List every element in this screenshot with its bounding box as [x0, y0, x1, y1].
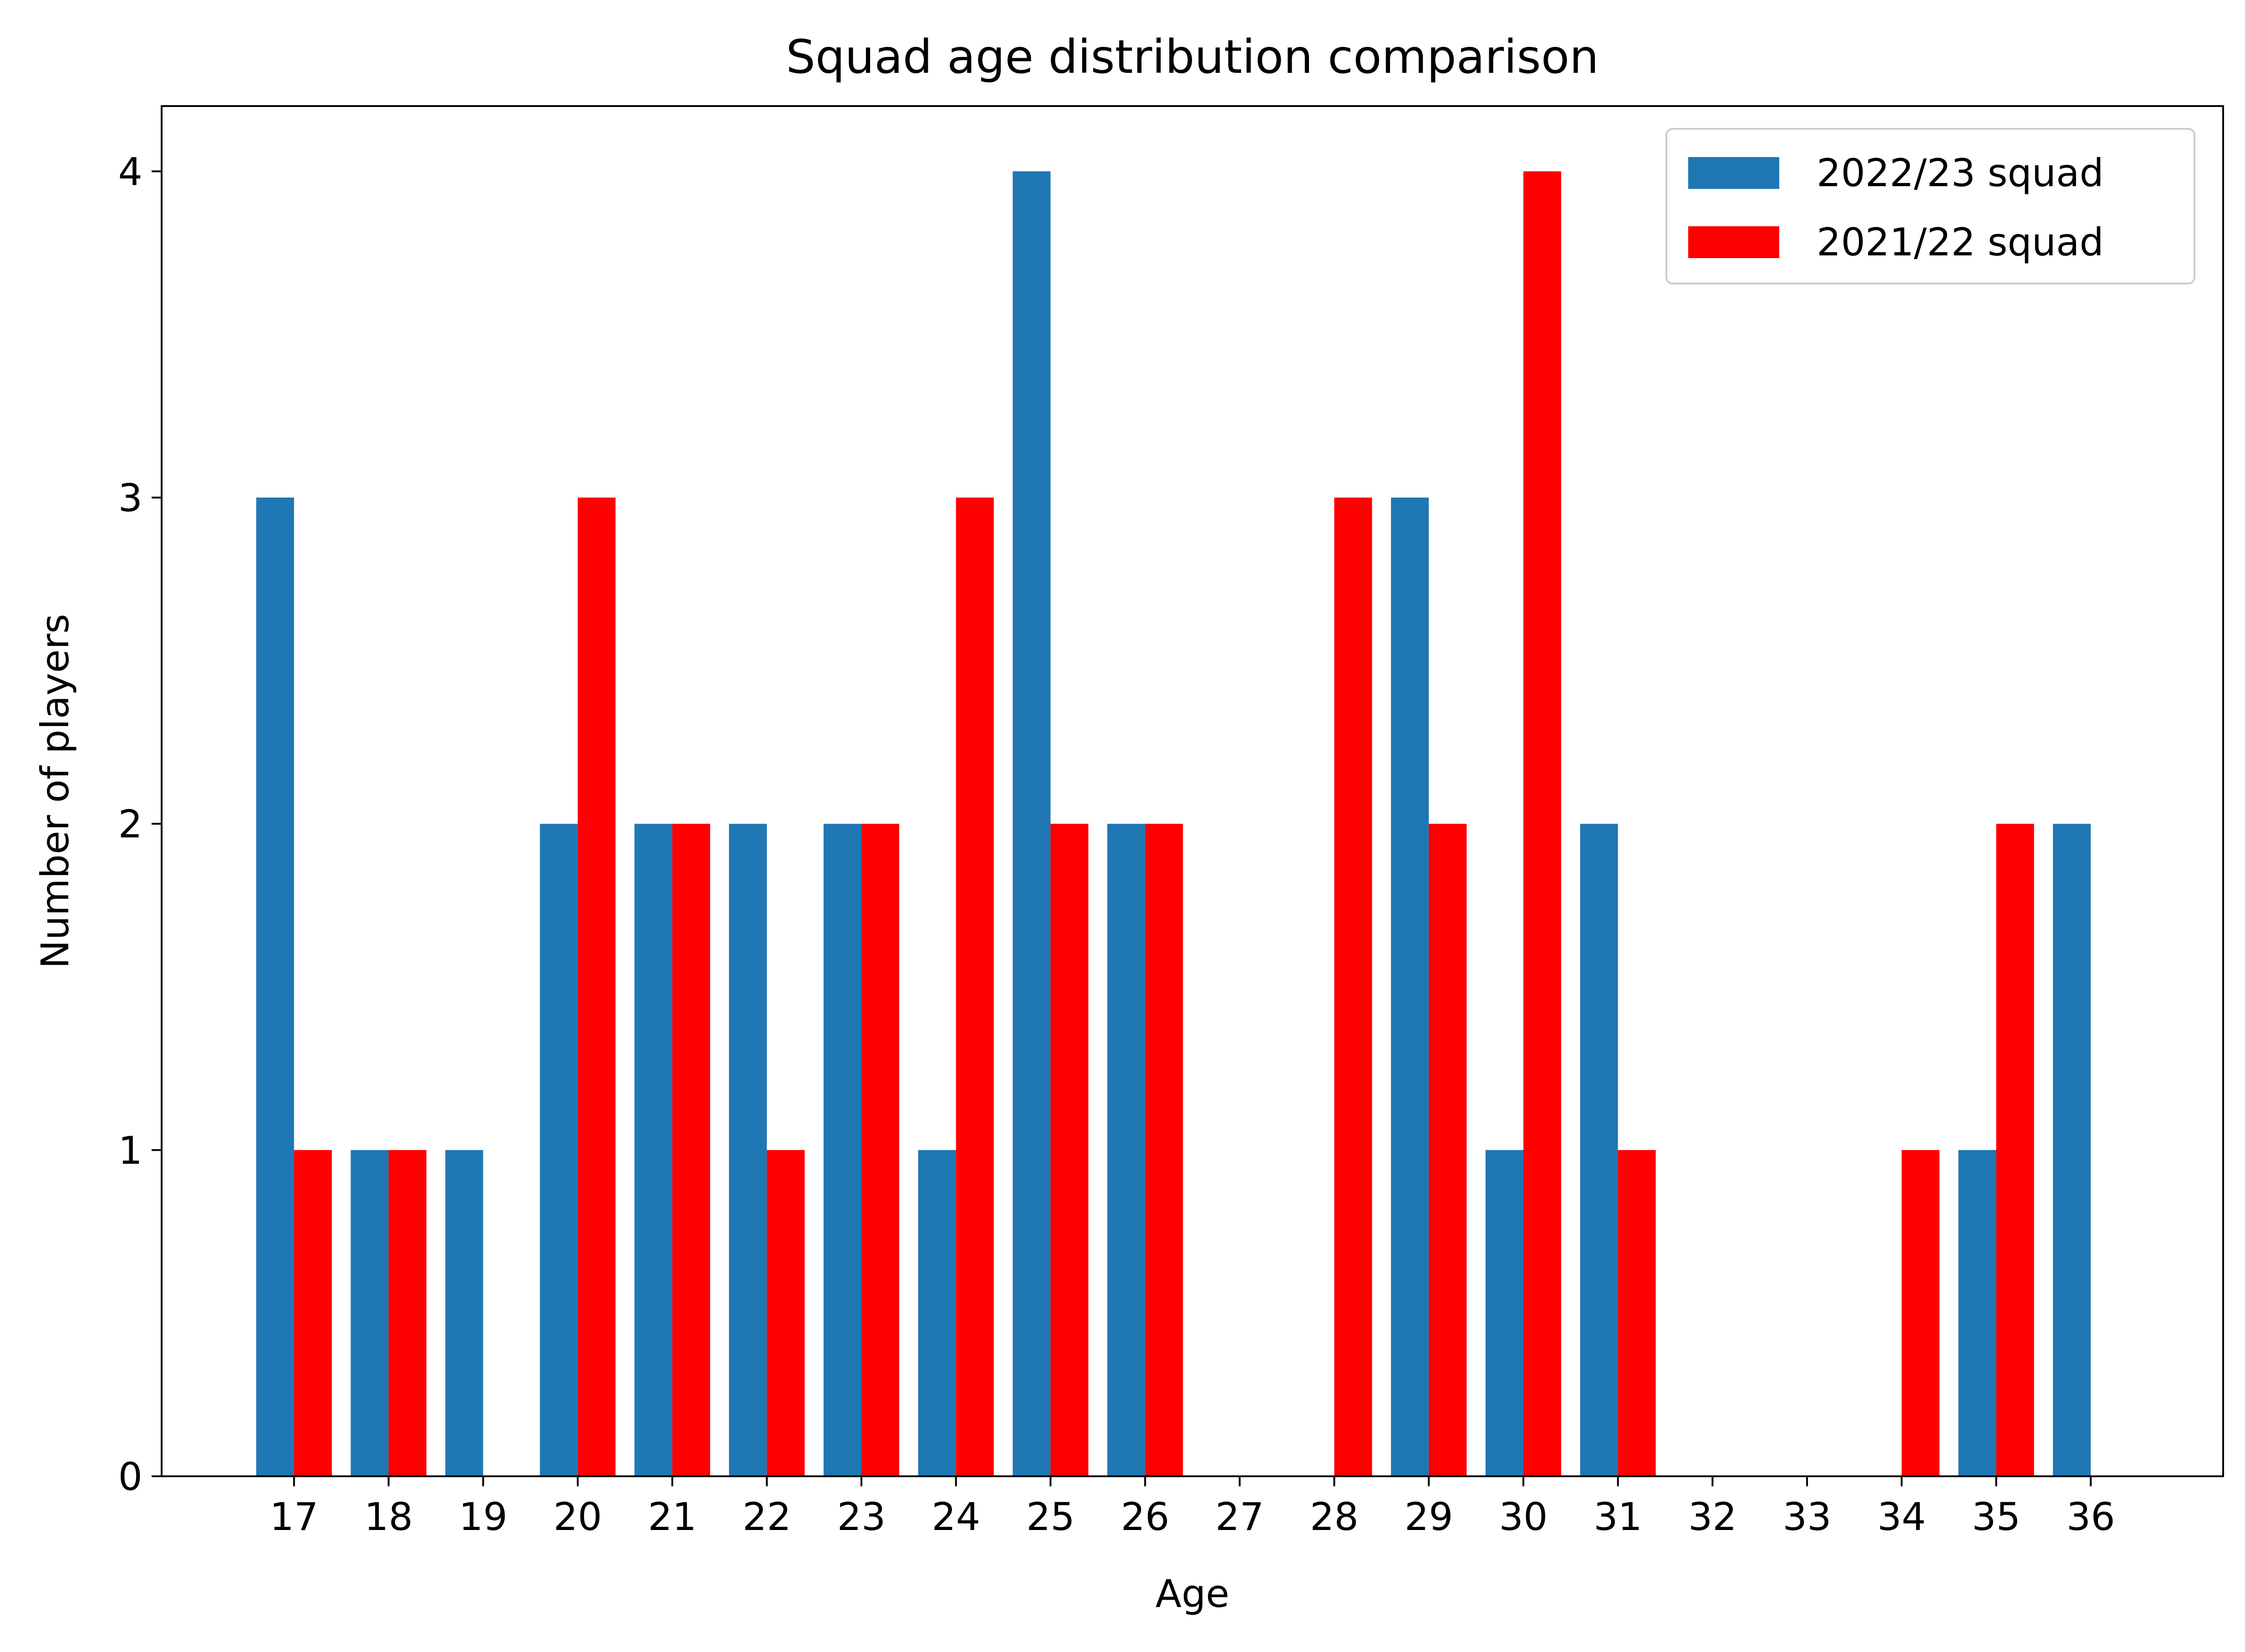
- legend-box: [1665, 128, 2195, 285]
- y-tick-label-0: 0: [118, 1454, 143, 1499]
- bar-series2-22: [767, 1150, 805, 1476]
- legend-swatch-2: [1688, 226, 1779, 258]
- bar-series1-36: [2053, 823, 2091, 1476]
- x-tick-label-28: 28: [1310, 1494, 1359, 1539]
- x-tick-label-36: 36: [2067, 1494, 2115, 1539]
- x-tick-label-32: 32: [1688, 1494, 1737, 1539]
- legend: 2022/23 squad 2021/22 squad: [1665, 128, 2195, 285]
- bar-series1-21: [634, 823, 672, 1476]
- x-axis-label: Age: [1156, 1571, 1229, 1616]
- x-tick-label-30: 30: [1499, 1494, 1548, 1539]
- bar-series1-24: [918, 1150, 956, 1476]
- bar-series2-18: [388, 1150, 427, 1476]
- legend-swatch-1: [1688, 157, 1779, 189]
- bar-series1-19: [445, 1150, 484, 1476]
- x-tick-label-33: 33: [1783, 1494, 1832, 1539]
- legend-label-2: 2021/22 squad: [1817, 220, 2104, 264]
- x-tick-label-18: 18: [364, 1494, 413, 1539]
- plot-area: 17 18 19 20 21 22 23 24 25 26 27 28 29 30 31 32 33 34 35 36…: [118, 105, 2224, 1539]
- x-tick-label-21: 21: [648, 1494, 697, 1539]
- x-tick-label-35: 35: [1972, 1494, 2021, 1539]
- bar-series2-26: [1145, 823, 1183, 1476]
- bar-series2-21: [672, 823, 710, 1476]
- bar-series2-35: [1996, 823, 2034, 1476]
- bar-series2-24: [956, 498, 994, 1476]
- bar-series1-20: [540, 823, 578, 1476]
- bar-series2-28: [1334, 498, 1372, 1476]
- bar-series2-30: [1523, 171, 1562, 1477]
- bar-series2-25: [1050, 823, 1089, 1476]
- x-tick-label-22: 22: [743, 1494, 791, 1539]
- y-tick-label-1: 1: [118, 1128, 143, 1173]
- x-tick-label-23: 23: [837, 1494, 886, 1539]
- bar-series2-23: [861, 823, 900, 1476]
- chart-title: Squad age distribution comparison: [786, 30, 1599, 84]
- x-tick-label-20: 20: [553, 1494, 602, 1539]
- bar-series2-31: [1618, 1150, 1656, 1476]
- bar-series1-17: [256, 498, 294, 1476]
- bar-series1-30: [1485, 1150, 1523, 1476]
- bar-series1-26: [1107, 823, 1145, 1476]
- x-tick-label-24: 24: [932, 1494, 980, 1539]
- bar-series2-17: [294, 1150, 332, 1476]
- bar-series1-31: [1580, 823, 1618, 1476]
- bar-series2-29: [1429, 823, 1467, 1476]
- y-axis-label: Number of players: [33, 614, 77, 969]
- bar-series1-35: [1958, 1150, 1996, 1476]
- x-tick-label-29: 29: [1405, 1494, 1453, 1539]
- y-tick-label-4: 4: [118, 149, 143, 194]
- x-tick-label-17: 17: [270, 1494, 318, 1539]
- bar-series2-20: [577, 498, 616, 1476]
- plot-frame: [161, 105, 2224, 1477]
- x-tick-label-26: 26: [1121, 1494, 1170, 1539]
- bar-series1-23: [823, 823, 862, 1476]
- x-tick-label-34: 34: [1877, 1494, 1926, 1539]
- legend-label-1: 2022/23 squad: [1817, 151, 2104, 195]
- bar-series1-22: [729, 823, 767, 1476]
- bar-series1-25: [1013, 171, 1051, 1477]
- bar-series1-29: [1391, 498, 1429, 1476]
- x-tick-label-27: 27: [1215, 1494, 1264, 1539]
- bar-series1-18: [351, 1150, 389, 1476]
- y-tick-label-3: 3: [118, 476, 143, 520]
- x-tick-label-25: 25: [1026, 1494, 1075, 1539]
- x-tick-label-31: 31: [1593, 1494, 1642, 1539]
- x-tick-label-19: 19: [459, 1494, 508, 1539]
- bar-series2-34: [1901, 1150, 1940, 1476]
- y-tick-label-2: 2: [118, 802, 143, 847]
